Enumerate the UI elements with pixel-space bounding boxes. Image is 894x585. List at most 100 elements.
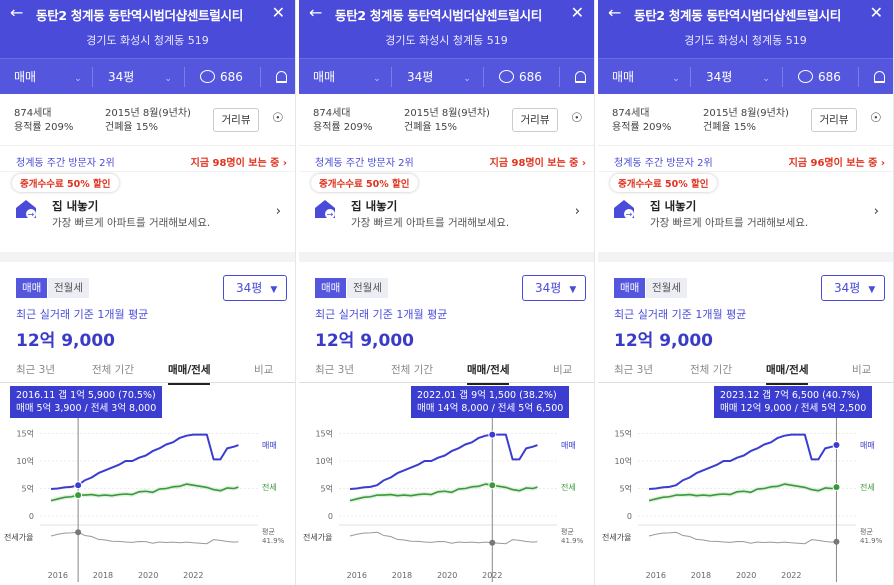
info-right: 2015년 8월(9년차) 건폐율 15%	[105, 107, 191, 135]
sell-home-banner[interactable]: 중개수수료 50% 할인 → 집 내놓기 가장 빠르게 아파트를 거래해보세요.…	[598, 172, 893, 252]
hover-point-sale	[74, 481, 83, 490]
ratio-series-line	[50, 531, 239, 545]
sale-series-label: 매매	[262, 441, 277, 450]
back-arrow-icon[interactable]: ←	[608, 3, 622, 22]
notification-button[interactable]	[575, 59, 586, 95]
divider	[559, 67, 560, 87]
trade-type-select[interactable]: 매매 ⌄	[313, 59, 381, 95]
tab-sale-jeonse[interactable]: 매매/전세	[168, 362, 211, 385]
tooltip-prices: 매매 5억 3,900 / 전세 3억 8,000	[16, 403, 157, 414]
y-tick-label: 10억	[16, 456, 34, 466]
size-dropdown[interactable]: 34평 ▼	[223, 275, 287, 301]
top-header: ← 동탄2 청계동 동탄역시범더샵센트럴시티 ✕	[598, 0, 893, 28]
price-chart[interactable]: 15억 10억 5억 0 2016 2018 2020 2022 매매 전세 전세가율 평균 41.9%…	[598, 382, 894, 585]
size-dropdown[interactable]: 34평 ▼	[522, 275, 586, 301]
average-value: 12억 9,000	[16, 331, 115, 351]
tab-compare[interactable]: 비교	[553, 364, 573, 376]
tab-compare[interactable]: 비교	[852, 364, 872, 376]
avg-label: 평균	[860, 527, 873, 536]
notification-button[interactable]	[874, 59, 885, 95]
chevron-down-icon: ⌄	[74, 74, 82, 84]
tab-jeonse[interactable]: 전월세	[646, 278, 687, 298]
back-arrow-icon[interactable]: ←	[10, 3, 24, 22]
floor-area-ratio: 용적률 209%	[612, 122, 672, 133]
tab-jeonse[interactable]: 전월세	[347, 278, 388, 298]
ratio-label: 전세가율	[602, 532, 631, 542]
sell-home-subtitle: 가장 빠르게 아파트를 거래해보세요.	[351, 217, 510, 229]
comments-button[interactable]: 686	[798, 59, 841, 95]
tab-recent-3y[interactable]: 최근 3년	[16, 364, 55, 376]
tab-sale-jeonse[interactable]: 매매/전세	[766, 362, 809, 385]
share-icon[interactable]: ☉	[272, 111, 284, 126]
close-icon[interactable]: ✕	[570, 3, 584, 22]
share-icon[interactable]: ☉	[571, 111, 583, 126]
price-chart[interactable]: 15억 10억 5억 0 2016 2018 2020 2022 매매 전세 전세가율 평균 41.9%…	[0, 382, 296, 585]
caret-down-icon: ▼	[569, 285, 577, 295]
jeonse-series-line	[50, 483, 239, 502]
back-arrow-icon[interactable]: ←	[309, 3, 323, 22]
households: 874세대	[612, 108, 650, 119]
x-tick-label: 2018	[691, 571, 711, 580]
visitor-row[interactable]: 청계동 주간 방문자 2위 지금 98명이 보는 중 ›	[299, 146, 594, 172]
y-tick-label: 5억	[620, 484, 632, 494]
visitor-row[interactable]: 청계동 주간 방문자 2위 지금 96명이 보는 중 ›	[598, 146, 893, 172]
price-chart[interactable]: 15억 10억 5억 0 2016 2018 2020 2022 매매 전세 전세가율 평균 41.9%…	[299, 382, 595, 585]
chevron-down-icon: ⌄	[762, 74, 770, 84]
comments-button[interactable]: 686	[200, 59, 243, 95]
tab-compare[interactable]: 비교	[254, 364, 274, 376]
selector-bar: 매매 ⌄ 34평 ⌄ 686	[299, 58, 594, 94]
tab-all-period[interactable]: 전체 기간	[690, 364, 732, 376]
tab-sale[interactable]: 매매	[16, 278, 48, 298]
size-dropdown-label: 34평	[834, 281, 861, 295]
x-tick-label: 2018	[392, 571, 412, 580]
street-view-button[interactable]: 거리뷰	[213, 108, 259, 132]
tab-recent-3y[interactable]: 최근 3년	[315, 364, 354, 376]
tab-all-period[interactable]: 전체 기간	[92, 364, 134, 376]
avg-value: 41.9%	[561, 537, 584, 545]
size-select[interactable]: 34평 ⌄	[108, 59, 172, 95]
built-year: 2015년 8월(9년차)	[703, 108, 789, 119]
building-coverage: 건폐율 15%	[105, 122, 159, 133]
info-left: 874세대 용적률 209%	[313, 107, 372, 135]
tab-sale[interactable]: 매매	[315, 278, 347, 298]
trade-type-label: 매매	[313, 70, 336, 84]
share-icon[interactable]: ☉	[870, 111, 882, 126]
trade-type-select[interactable]: 매매 ⌄	[612, 59, 680, 95]
x-tick-label: 2022	[183, 571, 203, 580]
chevron-down-icon: ⌄	[463, 74, 471, 84]
street-view-button[interactable]: 거리뷰	[811, 108, 857, 132]
size-select[interactable]: 34평 ⌄	[407, 59, 471, 95]
trade-type-select[interactable]: 매매 ⌄	[14, 59, 82, 95]
x-tick-label: 2016	[347, 571, 367, 580]
size-dropdown[interactable]: 34평 ▼	[821, 275, 885, 301]
top-header: ← 동탄2 청계동 동탄역시범더샵센트럴시티 ✕	[0, 0, 295, 28]
tab-jeonse[interactable]: 전월세	[48, 278, 89, 298]
close-icon[interactable]: ✕	[271, 3, 285, 22]
street-view-button[interactable]: 거리뷰	[512, 108, 558, 132]
tab-sale-jeonse[interactable]: 매매/전세	[467, 362, 510, 385]
tab-recent-3y[interactable]: 최근 3년	[614, 364, 653, 376]
address: 경기도 화성시 청계동 519	[598, 28, 893, 58]
top-header: ← 동탄2 청계동 동탄역시범더샵센트럴시티 ✕	[299, 0, 594, 28]
tab-sale[interactable]: 매매	[614, 278, 646, 298]
sell-home-banner[interactable]: 중개수수료 50% 할인 → 집 내놓기 가장 빠르게 아파트를 거래해보세요.…	[0, 172, 295, 252]
visitor-row[interactable]: 청계동 주간 방문자 2위 지금 98명이 보는 중 ›	[0, 146, 295, 172]
hover-point-ratio	[489, 539, 496, 546]
households: 874세대	[14, 108, 52, 119]
floor-area-ratio: 용적률 209%	[14, 122, 74, 133]
sale-series-label: 매매	[860, 441, 875, 450]
y-tick-label: 15억	[614, 429, 632, 439]
comment-count: 686	[220, 70, 243, 84]
size-select[interactable]: 34평 ⌄	[706, 59, 770, 95]
average-label: 최근 실거래 기준 1개월 평균	[614, 308, 747, 321]
divider	[92, 67, 93, 87]
tab-all-period[interactable]: 전체 기간	[391, 364, 433, 376]
close-icon[interactable]: ✕	[869, 3, 883, 22]
comments-button[interactable]: 686	[499, 59, 542, 95]
sell-home-banner[interactable]: 중개수수료 50% 할인 → 집 내놓기 가장 빠르게 아파트를 거래해보세요.…	[299, 172, 594, 252]
notification-button[interactable]	[276, 59, 287, 95]
info-right: 2015년 8월(9년차) 건폐율 15%	[404, 107, 490, 135]
